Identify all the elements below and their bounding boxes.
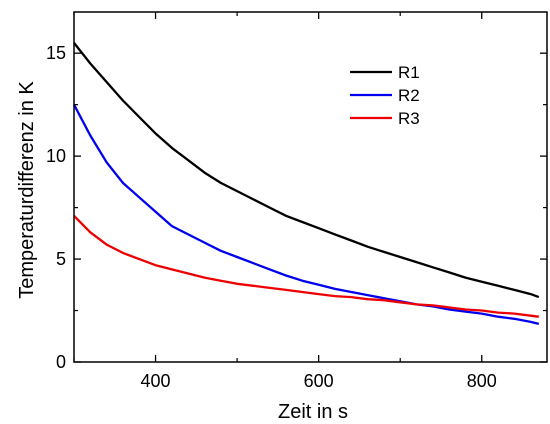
- y-tick-label: 0: [56, 352, 66, 372]
- legend-label-r2: R2: [398, 86, 420, 105]
- plot-frame: [73, 11, 548, 363]
- y-tick-label: 10: [46, 146, 66, 166]
- legend-label-r3: R3: [398, 109, 420, 128]
- y-axis-label: Temperaturdifferenz in K: [16, 81, 38, 299]
- y-tick-label: 15: [46, 43, 66, 63]
- x-tick-label: 400: [141, 371, 171, 391]
- x-tick-label: 600: [304, 371, 334, 391]
- series-line-r3: [73, 214, 539, 318]
- series-line-r2: [72, 104, 540, 326]
- legend-label-r1: R1: [398, 63, 420, 82]
- x-tick-label: 800: [467, 371, 497, 391]
- y-tick-label: 5: [56, 249, 66, 269]
- series-line-r1: [73, 42, 540, 299]
- x-axis-label: Zeit in s: [278, 401, 348, 423]
